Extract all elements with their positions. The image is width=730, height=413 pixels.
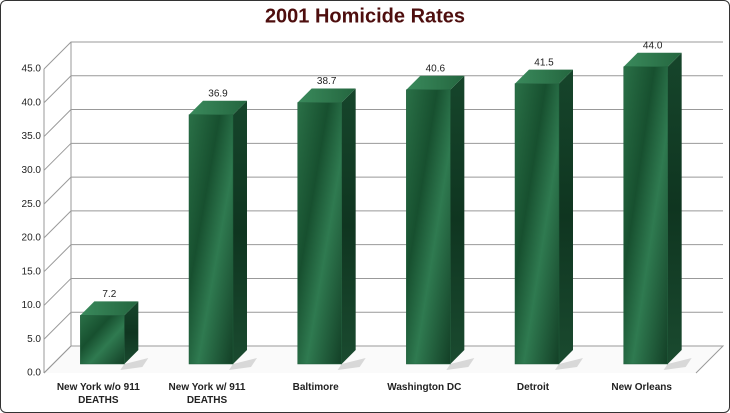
chart-title: 2001 Homicide Rates — [265, 5, 465, 27]
bar-shadow — [555, 358, 583, 370]
bar-side — [450, 75, 465, 365]
y-tick-label: 20.0 — [22, 233, 42, 244]
value-label: 36.9 — [208, 88, 228, 99]
bar-shadow — [337, 358, 366, 370]
grid-line — [43, 345, 723, 374]
grid-line — [43, 277, 723, 306]
y-tick-label: 5.0 — [27, 334, 41, 345]
y-tick-label: 35.0 — [22, 131, 42, 142]
grid-line — [43, 41, 723, 70]
bar — [188, 114, 234, 365]
bar-side — [667, 52, 682, 364]
value-label: 38.7 — [317, 76, 337, 87]
bar-top — [623, 52, 682, 67]
bar-top — [515, 69, 573, 84]
bar-shadow — [446, 358, 475, 370]
grid-line — [43, 210, 723, 239]
grid-line — [43, 75, 723, 104]
bar-shadow — [663, 358, 692, 370]
x-tick-label: Detroit — [516, 382, 550, 393]
x-tick-label: New York w/o 911 DEATHS — [56, 382, 140, 406]
x-tick-label: Washington DC — [387, 382, 462, 393]
bar-side — [124, 301, 139, 364]
value-label: 41.5 — [534, 57, 554, 68]
bar — [297, 102, 342, 365]
bar — [514, 83, 560, 365]
value-label: 44.0 — [643, 40, 663, 51]
x-tick-label: New York w/ 911 DEATHS — [168, 382, 246, 406]
y-tick-label: 45.0 — [22, 64, 42, 75]
bar-top — [189, 100, 247, 115]
bar-top — [406, 75, 465, 90]
grid-line — [43, 176, 723, 205]
value-label: 40.6 — [426, 63, 446, 74]
bar — [623, 66, 668, 365]
grid-line — [43, 311, 723, 340]
bar-side — [341, 88, 356, 364]
y-tick-label: 40.0 — [22, 97, 42, 108]
y-tick-label: 10.0 — [22, 300, 42, 311]
bar — [80, 315, 125, 365]
y-tick-label: 0.0 — [27, 368, 41, 379]
value-label: 7.2 — [102, 289, 116, 300]
grid-line — [43, 244, 723, 273]
x-tick-label: New Orleans — [611, 382, 672, 393]
x-tick-label: Baltimore — [292, 382, 339, 393]
bar-side — [233, 100, 247, 364]
bar-side — [559, 69, 573, 365]
y-tick-label: 30.0 — [22, 165, 42, 176]
grid-line — [43, 109, 723, 137]
y-tick-label: 15.0 — [22, 266, 42, 277]
bar-top — [297, 88, 356, 103]
bar-shadow — [120, 358, 149, 370]
bar — [406, 89, 451, 365]
y-tick-label: 25.0 — [22, 199, 42, 210]
bar-top — [80, 301, 139, 316]
grid-line — [43, 142, 723, 171]
bar-shadow — [229, 358, 257, 370]
